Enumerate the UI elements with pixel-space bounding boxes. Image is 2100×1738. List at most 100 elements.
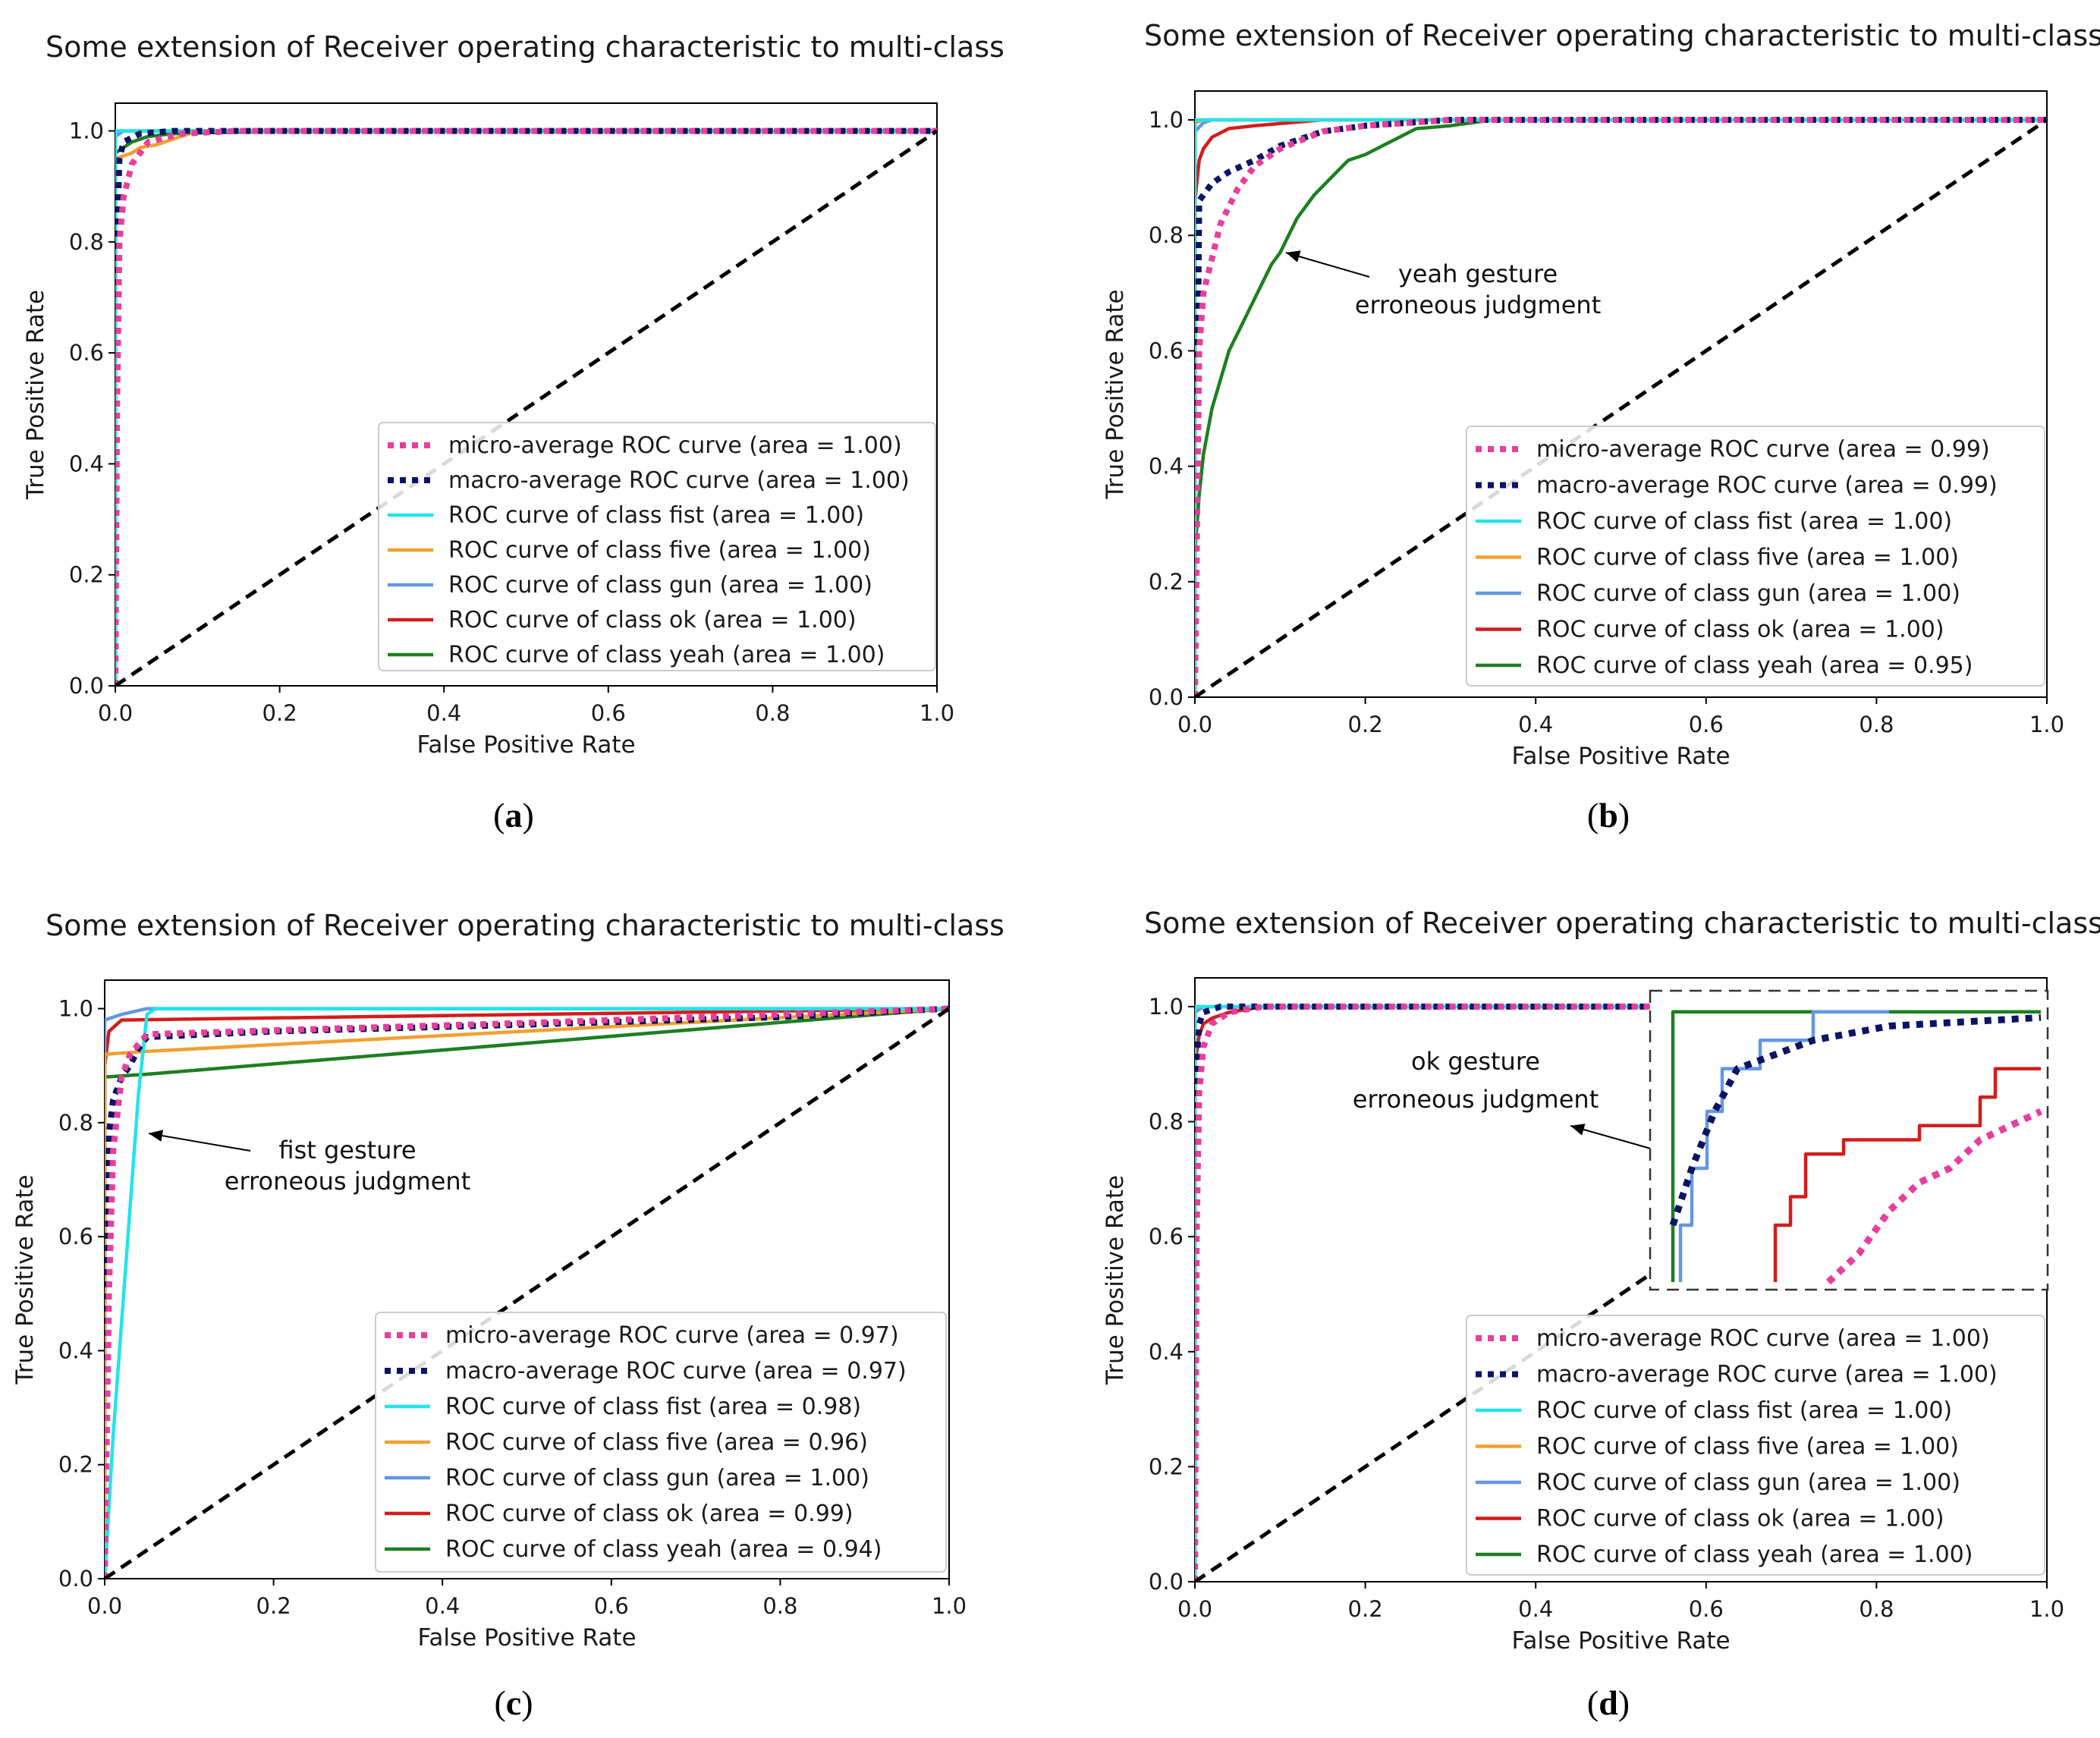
x-tick-label: 0.0 xyxy=(1177,712,1212,737)
legend-label-ok: ROC curve of class ok (area = 1.00) xyxy=(1536,617,1944,643)
y-tick-label: 1.0 xyxy=(58,996,93,1022)
inset-plot xyxy=(1669,1010,2042,1285)
series-line-chance xyxy=(115,129,938,686)
x-axis-label: False Positive Rate xyxy=(417,731,635,759)
panel-caption: (a) xyxy=(493,796,534,834)
legend-label-gun: ROC curve of class gun (area = 1.00) xyxy=(1536,580,1960,607)
annotation-text: yeah gesture xyxy=(1398,259,1558,288)
roc-panel-c: Some extension of Receiver operating cha… xyxy=(11,909,1004,1722)
legend-label-yeah: ROC curve of class yeah (area = 0.95) xyxy=(1536,652,1973,679)
legend-box xyxy=(378,422,936,671)
y-axis-label: True Positive Rate xyxy=(11,1174,39,1384)
legend-label-yeah: ROC curve of class yeah (area = 1.00) xyxy=(448,642,885,668)
plot-area xyxy=(1195,117,2048,697)
legend-label-five: ROC curve of class five (area = 1.00) xyxy=(448,537,871,564)
y-tick-label: 0.0 xyxy=(69,673,104,699)
legend-label-micro: micro-average ROC curve (area = 1.00) xyxy=(448,432,902,459)
caption-letter: c xyxy=(506,1683,521,1722)
legend-label-micro: micro-average ROC curve (area = 0.97) xyxy=(445,1322,899,1349)
plot-area xyxy=(115,127,938,686)
x-tick-label: 0.6 xyxy=(1689,1596,1724,1622)
legend-label-gun: ROC curve of class gun (area = 1.00) xyxy=(1536,1469,1960,1496)
roc-panel-a: Some extension of Receiver operating cha… xyxy=(22,30,1004,834)
caption-letter: b xyxy=(1599,796,1618,834)
annotation-text: ok gesture xyxy=(1411,1047,1540,1076)
x-tick-label: 0.4 xyxy=(1518,1596,1553,1622)
x-tick-label: 0.0 xyxy=(1177,1596,1212,1622)
inset-line-ok xyxy=(1773,1067,2041,1282)
x-tick-label: 0.2 xyxy=(256,1593,291,1619)
zoom-inset xyxy=(1649,989,2049,1291)
legend-label-five: ROC curve of class five (area = 1.00) xyxy=(1536,1434,1959,1460)
caption-paren: ( xyxy=(1587,1683,1599,1722)
y-tick-label: 0.2 xyxy=(1149,569,1184,595)
legend-box xyxy=(375,1312,947,1573)
y-tick-label: 0.4 xyxy=(69,451,104,476)
x-tick-label: 0.8 xyxy=(1859,712,1894,737)
y-tick-label: 1.0 xyxy=(1149,994,1184,1020)
x-tick-label: 0.6 xyxy=(591,700,626,726)
series-line-yeah xyxy=(105,1007,950,1579)
panel-caption: (c) xyxy=(494,1683,533,1722)
legend-label-ok: ROC curve of class ok (area = 0.99) xyxy=(445,1501,854,1527)
y-tick-label: 0.8 xyxy=(69,229,104,255)
series-line-micro xyxy=(115,127,937,686)
x-tick-label: 0.6 xyxy=(1689,712,1724,737)
caption-paren: ( xyxy=(494,1683,505,1722)
x-tick-label: 0.8 xyxy=(755,700,790,726)
series-line-chance xyxy=(1195,118,2048,697)
series-line-micro xyxy=(1195,1003,2047,1582)
x-tick-label: 1.0 xyxy=(2029,1596,2064,1622)
series-line-yeah xyxy=(1195,118,2047,697)
series-line-fist xyxy=(105,1007,949,1579)
x-tick-label: 1.0 xyxy=(920,700,954,726)
caption-paren: ) xyxy=(523,796,534,834)
x-tick-label: 0.6 xyxy=(594,1593,629,1619)
caption-paren: ) xyxy=(521,1683,533,1722)
y-tick-label: 0.8 xyxy=(1149,1109,1184,1135)
x-tick-label: 0.2 xyxy=(262,700,297,726)
legend-label-macro: macro-average ROC curve (area = 1.00) xyxy=(1536,1362,1998,1388)
annotation-text: erroneous judgment xyxy=(225,1167,470,1196)
annotation-arrow-line xyxy=(148,1133,251,1152)
legend-label-macro: macro-average ROC curve (area = 0.99) xyxy=(1536,473,1998,499)
legend-label-yeah: ROC curve of class yeah (area = 1.00) xyxy=(1536,1542,1973,1568)
chart-title: Some extension of Receiver operating cha… xyxy=(46,909,1004,942)
legend-box xyxy=(1466,426,2045,687)
y-tick-label: 1.0 xyxy=(1149,107,1184,133)
legend-label-fist: ROC curve of class fist (area = 0.98) xyxy=(445,1394,861,1420)
annotation-text: erroneous judgment xyxy=(1353,1085,1599,1114)
y-tick-label: 0.8 xyxy=(58,1110,93,1136)
legend-label-macro: macro-average ROC curve (area = 0.97) xyxy=(445,1358,907,1384)
annotation-text: erroneous judgment xyxy=(1355,291,1601,319)
panel-caption: (b) xyxy=(1587,796,1630,834)
x-tick-label: 0.4 xyxy=(425,1593,460,1619)
legend: micro-average ROC curve (area = 0.97) mac… xyxy=(375,1312,947,1573)
y-tick-label: 0.6 xyxy=(1149,1224,1184,1249)
legend-label-micro: micro-average ROC curve (area = 1.00) xyxy=(1536,1325,1990,1352)
annotation-arrow-head xyxy=(1286,250,1301,262)
y-tick-label: 0.8 xyxy=(1149,222,1184,248)
y-tick-label: 0.4 xyxy=(1149,454,1184,479)
series-line-ok xyxy=(105,1007,950,1579)
inset-line-macro xyxy=(1669,1014,2042,1227)
annotation-arrow-head xyxy=(149,1130,164,1142)
plot-area xyxy=(105,1005,951,1579)
legend: micro-average ROC curve (area = 1.00) mac… xyxy=(1466,1315,2045,1576)
annotation-arrow-head xyxy=(1570,1124,1586,1136)
y-tick-label: 0.6 xyxy=(69,340,104,366)
y-tick-label: 0.4 xyxy=(58,1337,93,1363)
x-tick-label: 1.0 xyxy=(932,1593,967,1619)
legend-label-macro: macro-average ROC curve (area = 1.00) xyxy=(448,467,910,494)
y-tick-label: 0.2 xyxy=(69,562,104,588)
y-tick-label: 1.0 xyxy=(69,118,104,144)
x-tick-label: 0.2 xyxy=(1348,712,1383,737)
y-axis-label: True Positive Rate xyxy=(1102,289,1129,499)
x-tick-label: 0.2 xyxy=(1348,1596,1383,1622)
y-axis-label: True Positive Rate xyxy=(1102,1175,1129,1385)
y-tick-label: 0.4 xyxy=(1149,1339,1184,1365)
y-tick-label: 0.6 xyxy=(1149,338,1184,363)
legend-label-gun: ROC curve of class gun (area = 1.00) xyxy=(448,572,872,599)
legend-label-five: ROC curve of class five (area = 0.96) xyxy=(445,1429,868,1456)
